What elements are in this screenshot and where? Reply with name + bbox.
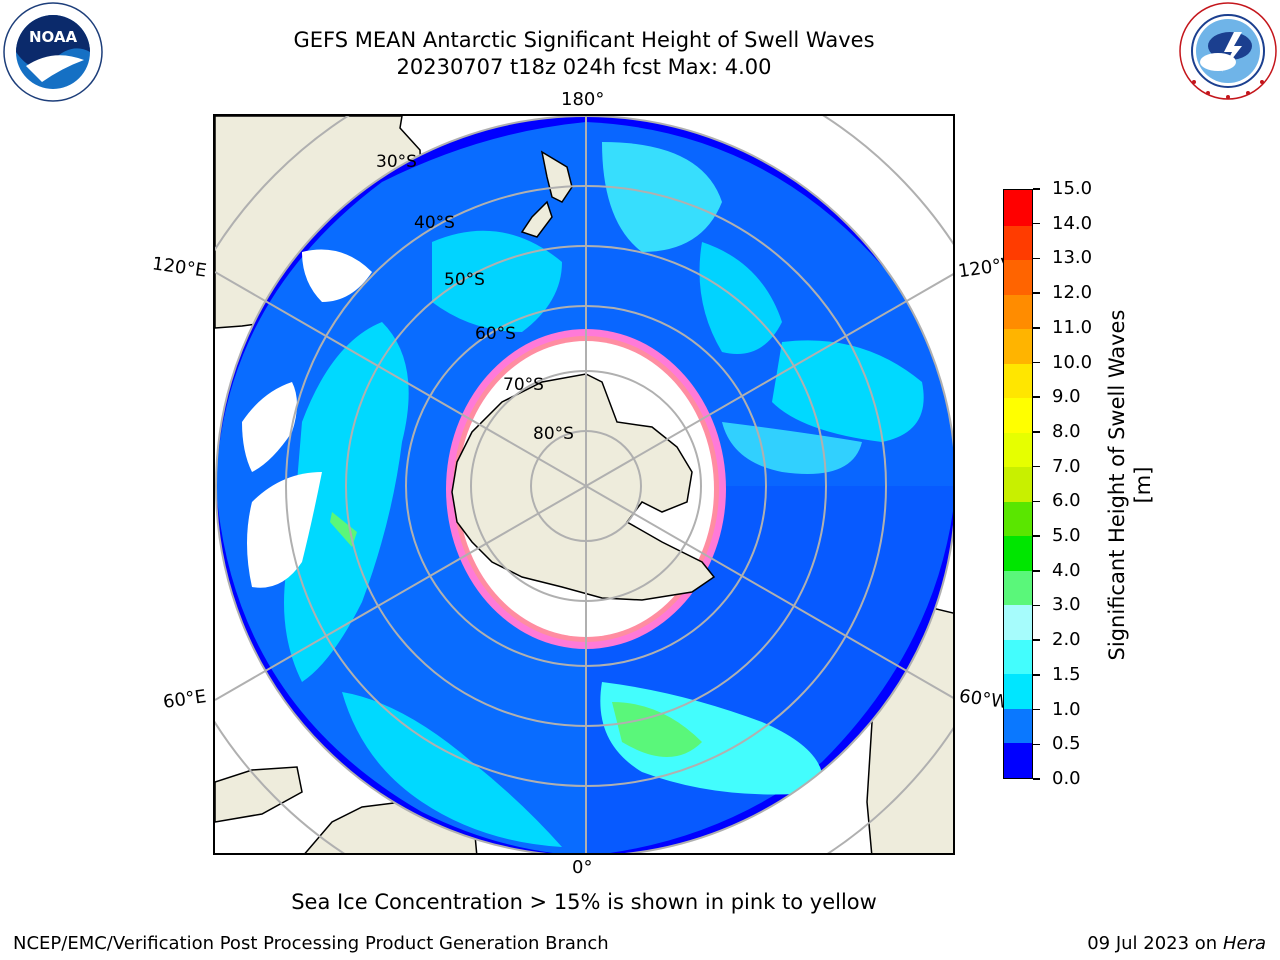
colorbar-tick-label: 11.0 [1052, 316, 1093, 338]
colorbar-tick-label: 14.0 [1052, 212, 1093, 234]
colorbar-segment [1004, 397, 1032, 433]
colorbar-tick-label: 1.5 [1052, 663, 1081, 685]
colorbar-tick [1033, 222, 1040, 225]
colorbar-tick-label: 13.0 [1052, 247, 1093, 269]
svg-text:NOAA: NOAA [29, 28, 78, 46]
colorbar-segment [1004, 639, 1032, 675]
machine-name: Hera [1222, 933, 1266, 954]
run-date: 09 Jul 2023 on Hera [1087, 933, 1266, 954]
colorbar-tick-label: 12.0 [1052, 282, 1093, 304]
run-date-prefix: 09 Jul 2023 on [1087, 933, 1223, 954]
lat-label-50s: 50°S [444, 270, 485, 290]
land-new-zealand-north [540, 150, 573, 203]
colorbar-tick-label: 0.0 [1052, 768, 1081, 789]
colorbar-segment [1004, 604, 1032, 640]
colorbar-segment [1004, 742, 1032, 778]
colorbar-tick-label: 15.0 [1052, 178, 1093, 199]
map-panel [213, 114, 955, 855]
colorbar-segment [1004, 570, 1032, 606]
polar-map [215, 116, 953, 853]
lat-label-70s: 70°S [503, 375, 544, 395]
colorbar-tick-label: 3.0 [1052, 594, 1081, 616]
land-new-zealand-south [520, 200, 553, 238]
colorbar-tick-label: 5.0 [1052, 525, 1081, 547]
credit-text: NCEP/EMC/Verification Post Processing Pr… [13, 933, 609, 954]
colorbar-tick-label: 10.0 [1052, 351, 1093, 373]
chart-title: GEFS MEAN Antarctic Significant Height o… [293, 28, 875, 52]
colorbar-segment [1004, 224, 1032, 261]
colorbar-segment [1004, 535, 1032, 571]
colorbar-segment [1004, 708, 1032, 744]
colorbar-segment [1004, 673, 1032, 709]
colorbar-segment [1004, 328, 1032, 364]
colorbar-tick-label: 7.0 [1052, 455, 1081, 477]
colorbar-tick-label: 4.0 [1052, 559, 1081, 581]
colorbar-segment [1004, 294, 1032, 330]
colorbar-tick-label: 1.0 [1052, 698, 1081, 720]
colorbar-tick-label: 2.0 [1052, 629, 1081, 651]
nws-logo [1179, 2, 1277, 100]
colorbar-tick [1033, 500, 1040, 503]
lat-label-80s: 80°S [533, 424, 574, 444]
colorbar-tick [1033, 570, 1040, 572]
lon-label-60e: 60°E [161, 686, 208, 713]
colorbar-tick [1033, 188, 1040, 190]
colorbar-segment [1004, 259, 1032, 295]
colorbar-segment [1004, 501, 1032, 537]
colorbar-label: Significant Height of Swell Waves [m] [1105, 309, 1155, 661]
colorbar-tick [1033, 431, 1040, 433]
colorbar-tick [1033, 639, 1040, 641]
colorbar-tick [1033, 396, 1040, 398]
colorbar-tick [1033, 361, 1040, 364]
colorbar-segment [1004, 432, 1032, 468]
colorbar-segment [1004, 466, 1032, 502]
colorbar-tick [1033, 257, 1040, 260]
colorbar-tick [1033, 535, 1040, 537]
colorbar-tick [1033, 708, 1040, 711]
colorbar-tick [1033, 778, 1040, 780]
lat-label-40s: 40°S [414, 213, 455, 233]
lat-label-60s: 60°S [475, 324, 516, 344]
colorbar-segment [1004, 190, 1032, 226]
colorbar-tick [1033, 327, 1040, 329]
colorbar-tick [1033, 292, 1040, 294]
map-graticule [215, 116, 953, 853]
chart-subtitle: 20230707 t18z 024h fcst Max: 4.00 [396, 55, 772, 79]
sea-ice-note: Sea Ice Concentration > 15% is shown in … [291, 890, 877, 914]
lon-label-180: 180° [561, 89, 605, 110]
noaa-logo: NOAA [3, 2, 103, 102]
colorbar-tick [1033, 743, 1040, 746]
colorbar-segment [1004, 363, 1032, 399]
colorbar-tick [1033, 604, 1040, 607]
colorbar-tick-label: 6.0 [1052, 490, 1081, 512]
colorbar-tick [1033, 674, 1040, 676]
lon-label-120e: 120°E [150, 253, 208, 282]
land-madagascar [215, 766, 303, 823]
lat-label-30s: 30°S [376, 152, 417, 172]
colorbar [1003, 189, 1033, 779]
colorbar-tick-label: 9.0 [1052, 386, 1081, 408]
colorbar-tick-label: 8.0 [1052, 420, 1081, 442]
lon-label-0: 0° [572, 857, 593, 878]
colorbar-tick [1033, 465, 1040, 468]
colorbar-tick-label: 0.5 [1052, 733, 1081, 755]
